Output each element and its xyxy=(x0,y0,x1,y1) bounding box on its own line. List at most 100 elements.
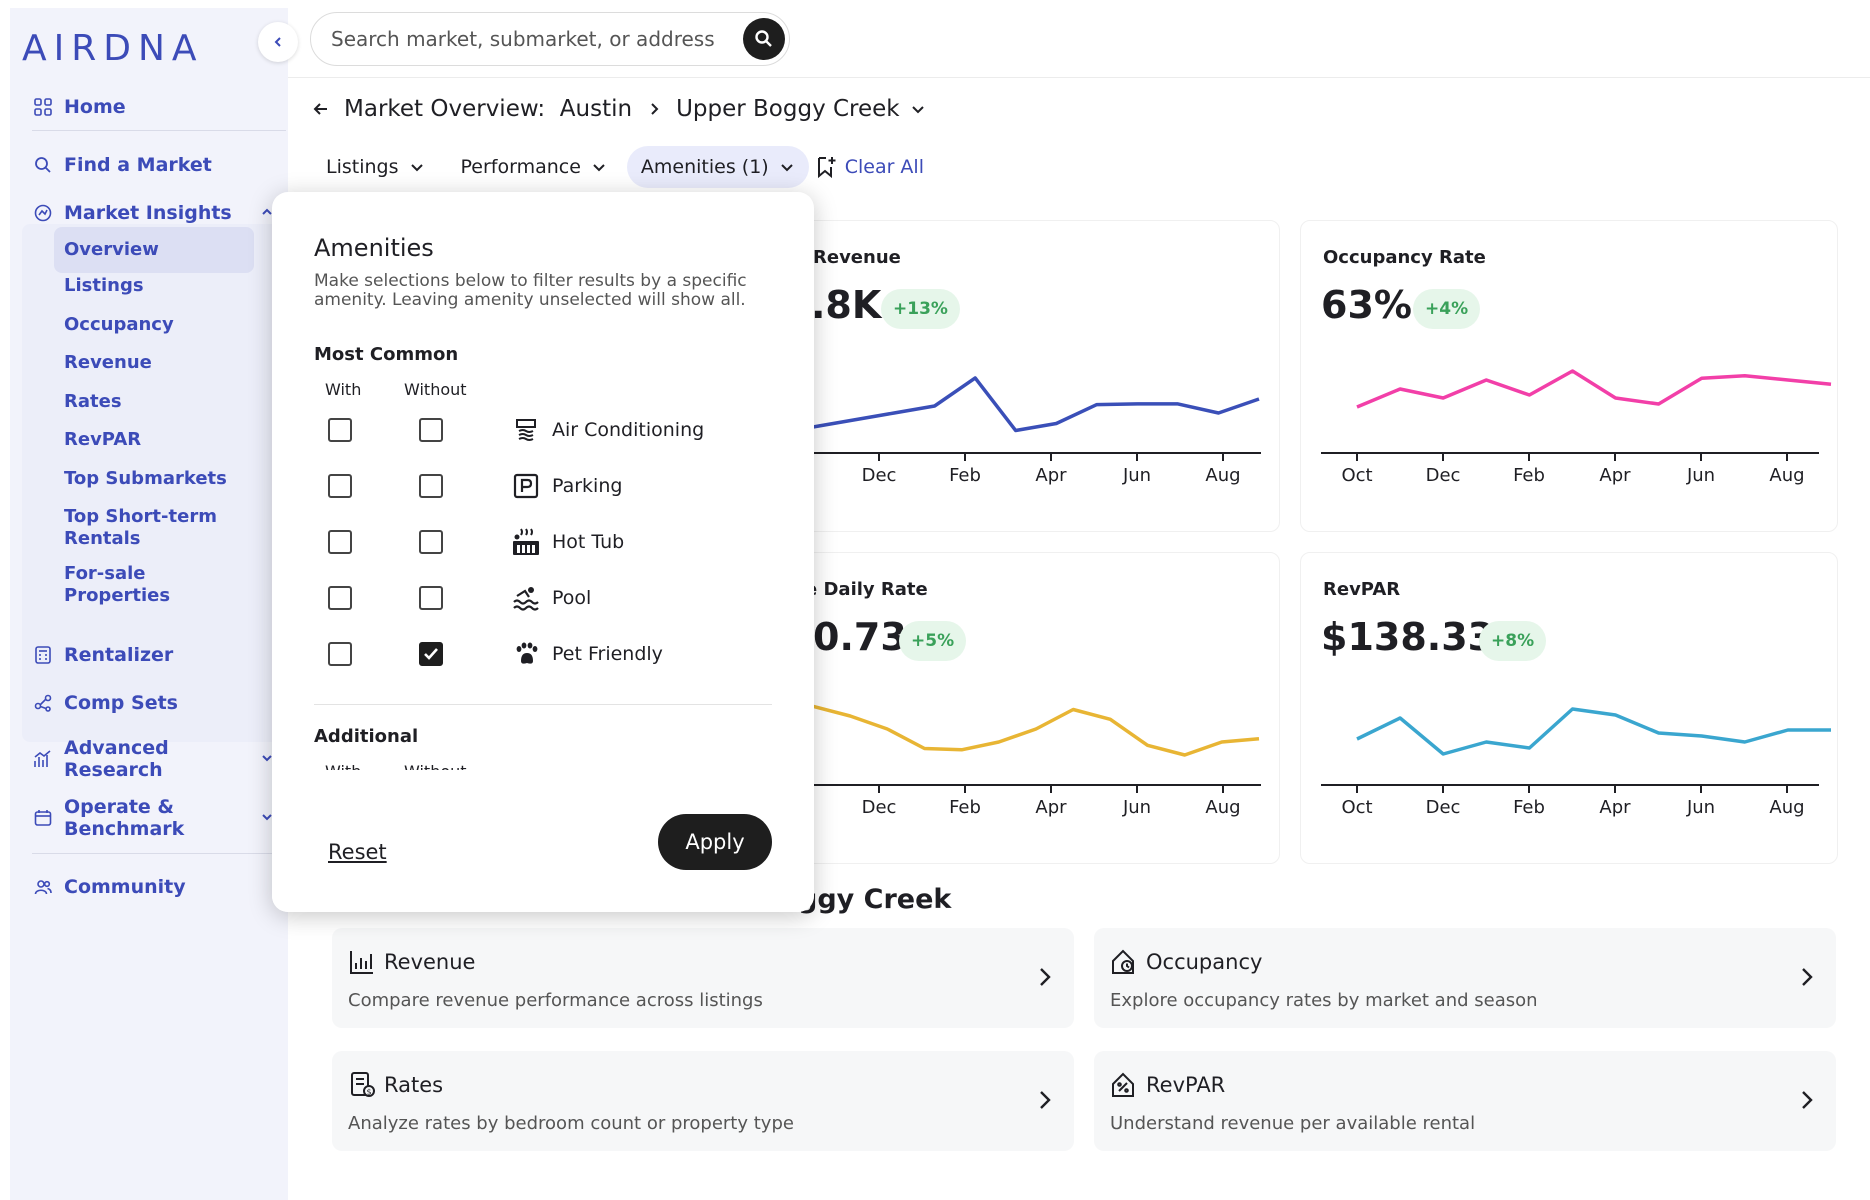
svg-text:$: $ xyxy=(367,1088,372,1097)
card-title: e Daily Rate xyxy=(805,579,928,600)
sub-listings[interactable]: Listings xyxy=(64,275,144,296)
pool-icon xyxy=(512,584,540,612)
chevron-right-icon xyxy=(648,96,660,122)
reset-button[interactable]: Reset xyxy=(328,840,387,864)
daily-rate-line-chart: Dec Feb Apr Jun Aug xyxy=(799,704,1261,818)
x-tick-label: Dec xyxy=(862,465,897,486)
chevron-up-icon[interactable] xyxy=(260,202,274,224)
report-revpar[interactable]: RevPAR Understand revenue per available … xyxy=(1094,1051,1836,1151)
with-checkbox-hot-tub[interactable] xyxy=(328,530,352,554)
without-checkbox-parking[interactable] xyxy=(419,474,443,498)
airdna-logo[interactable]: AIRDNA xyxy=(22,27,204,69)
breadcrumb-market[interactable]: Market Overview: Austin xyxy=(344,96,633,122)
report-description: Analyze rates by bedroom count or proper… xyxy=(348,1113,794,1134)
occupancy-rate-card[interactable]: Occupancy Rate 63% +4% Oct Dec Feb Apr Jun Au… xyxy=(1300,220,1838,532)
search-bar xyxy=(310,12,790,66)
revpar-card[interactable]: RevPAR $138.33 +8% Oct Dec Feb Apr Jun Aug xyxy=(1300,552,1838,864)
x-tick-label: Aug xyxy=(1769,465,1804,486)
bookmark-add-icon[interactable] xyxy=(815,155,837,179)
nav-community-label: Community xyxy=(64,876,186,898)
change-badge: +8% xyxy=(1479,621,1547,661)
change-badge: +5% xyxy=(899,621,967,661)
without-checkbox-pool[interactable] xyxy=(419,586,443,610)
listings-filter[interactable]: Listings xyxy=(312,146,439,188)
sub-for-sale-properties[interactable]: For-sale Properties xyxy=(64,563,171,606)
chevron-left-icon xyxy=(274,37,281,47)
hot-tub-icon xyxy=(512,528,540,556)
nav-home[interactable]: Home xyxy=(10,92,280,122)
chevron-down-icon[interactable] xyxy=(260,748,274,770)
checkmark-icon xyxy=(424,648,438,660)
with-column-header: With xyxy=(325,380,362,399)
search-icon xyxy=(755,30,772,47)
report-title: RevPAR xyxy=(1146,1073,1226,1097)
report-revenue[interactable]: Revenue Compare revenue performance acro… xyxy=(332,928,1074,1028)
card-value: 63% xyxy=(1321,283,1412,327)
without-checkbox-hot-tub[interactable] xyxy=(419,530,443,554)
with-checkbox-pet-friendly[interactable] xyxy=(328,642,352,666)
calculator-icon xyxy=(32,644,54,666)
report-rates[interactable]: $ Rates Analyze rates by bedroom count o… xyxy=(332,1051,1074,1151)
nav-market-insights-label: Market Insights xyxy=(64,202,232,224)
performance-filter[interactable]: Performance xyxy=(447,146,621,188)
nav-operate-benchmark[interactable]: Operate & Benchmark xyxy=(10,795,280,841)
nav-comp-sets[interactable]: Comp Sets xyxy=(10,688,280,718)
without-checkbox-air-conditioning[interactable] xyxy=(419,418,443,442)
breadcrumb-submarket[interactable]: Upper Boggy Creek xyxy=(676,96,900,122)
submarket-dropdown-icon[interactable] xyxy=(910,101,926,117)
x-tick-label: Apr xyxy=(1599,465,1631,486)
sub-revenue[interactable]: Revenue xyxy=(64,352,152,373)
with-checkbox-parking[interactable] xyxy=(328,474,352,498)
nav-find-market[interactable]: Find a Market xyxy=(10,150,280,180)
sub-revpar[interactable]: RevPAR xyxy=(64,429,142,450)
collapse-sidebar-button[interactable] xyxy=(258,22,298,62)
sub-overview[interactable]: Overview xyxy=(54,227,254,273)
additional-heading: Additional xyxy=(314,726,419,747)
clear-all-link[interactable]: Clear All xyxy=(844,156,924,178)
grid-icon xyxy=(32,96,54,118)
sub-top-submarkets[interactable]: Top Submarkets xyxy=(64,468,227,489)
popup-divider xyxy=(314,704,772,705)
series-line xyxy=(1356,369,1832,409)
with-checkbox-air-conditioning[interactable] xyxy=(328,418,352,442)
nav-rentalizer[interactable]: Rentalizer xyxy=(10,640,280,670)
without-column-header: Without xyxy=(404,380,467,399)
top-bar xyxy=(288,0,1870,78)
nav-community[interactable]: Community xyxy=(10,872,280,902)
x-tick-label: Jun xyxy=(1122,797,1151,818)
without-checkbox-pet-friendly[interactable] xyxy=(419,642,443,666)
x-tick-label: Feb xyxy=(949,465,981,486)
nav-market-insights[interactable]: Market Insights xyxy=(10,198,280,228)
report-occupancy[interactable]: Occupancy Explore occupancy rates by mar… xyxy=(1094,928,1836,1028)
sub-rates[interactable]: Rates xyxy=(64,391,122,412)
amenity-pool: Pool xyxy=(512,584,591,612)
filter-bar: Listings Performance Amenities (1) Clear… xyxy=(312,146,924,188)
series-line xyxy=(812,704,1260,757)
revenue-line-chart: Dec Feb Apr Jun Aug xyxy=(799,376,1261,486)
with-checkbox-pool[interactable] xyxy=(328,586,352,610)
nav-comp-sets-label: Comp Sets xyxy=(64,692,178,714)
x-tick-label: Aug xyxy=(1205,465,1240,486)
nav-advanced-research[interactable]: Advanced Research xyxy=(10,736,280,782)
change-badge: +4% xyxy=(1413,289,1481,329)
amenities-filter[interactable]: Amenities (1) xyxy=(626,146,809,188)
x-tick-label: Apr xyxy=(1035,797,1067,818)
nav-home-label: Home xyxy=(64,96,126,118)
search-input[interactable] xyxy=(331,27,731,51)
parking-icon xyxy=(512,472,540,500)
chevron-right-icon xyxy=(1038,1089,1052,1115)
amenities-popup: Amenities Make selections below to filte… xyxy=(272,192,814,912)
card-title: Revenue xyxy=(813,247,901,268)
chevron-down-icon[interactable] xyxy=(260,807,274,829)
sub-occupancy[interactable]: Occupancy xyxy=(64,314,174,335)
apply-button[interactable]: Apply xyxy=(658,814,772,870)
card-title: Occupancy Rate xyxy=(1323,247,1486,268)
x-tick-label: Aug xyxy=(1205,797,1240,818)
search-button[interactable] xyxy=(743,18,785,60)
report-description: Understand revenue per available rental xyxy=(1110,1113,1476,1134)
insights-icon xyxy=(32,202,54,224)
back-arrow-icon[interactable] xyxy=(312,100,330,118)
x-tick-label: Aug xyxy=(1769,797,1804,818)
sub-top-short-term-rentals[interactable]: Top Short-term Rentals xyxy=(64,506,217,549)
x-tick-label: Apr xyxy=(1035,465,1067,486)
